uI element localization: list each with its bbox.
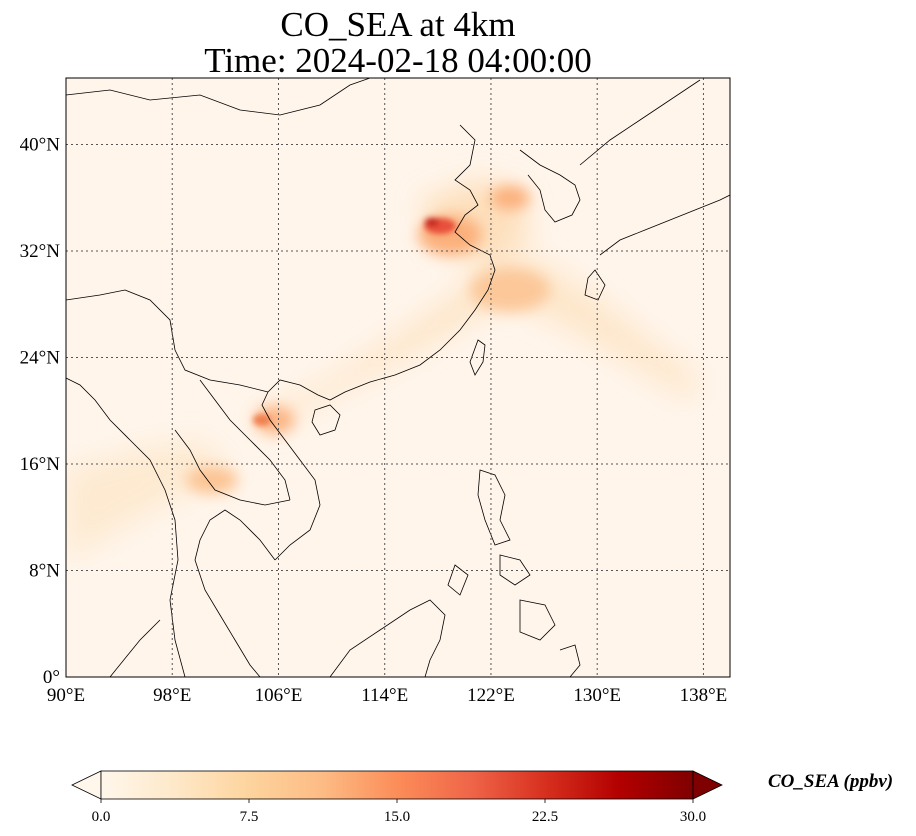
colorbar-gradient — [101, 771, 693, 799]
colorbar-tick-label: 15.0 — [384, 809, 410, 825]
hotspot-vietnam-outer — [255, 406, 295, 434]
colorbar-extend-high — [692, 770, 723, 800]
coast-myanmar — [66, 377, 186, 677]
coast-luzon — [477, 469, 511, 546]
coast-vietnam — [261, 391, 321, 561]
colorbar-tick-label: 0.0 — [92, 809, 111, 825]
coastlines — [66, 78, 730, 677]
lon-tick-label: 114°E — [361, 685, 408, 706]
coast-borneo — [329, 599, 446, 677]
colorbar-tick-label: 22.5 — [532, 809, 558, 825]
lon-tick-label: 106°E — [255, 685, 303, 706]
coast-japan-kyushu — [584, 269, 606, 301]
coast-korea — [519, 149, 581, 223]
border-mongolia — [66, 78, 371, 116]
lon-tick-label: 130°E — [573, 685, 621, 706]
lat-tick-label: 24°N — [20, 348, 61, 369]
colorbar: 0.0 7.5 15.0 22.5 30.0 — [71, 770, 723, 825]
hotspot-vietnam-core — [253, 414, 271, 426]
lon-tick-label: 98°E — [153, 685, 191, 706]
colorbar-tick-labels: 0.0 7.5 15.0 22.5 30.0 — [92, 799, 706, 825]
plume-bay-of-bengal — [66, 440, 230, 560]
lat-tick-label: 16°N — [20, 454, 61, 475]
map-frame — [65, 77, 731, 678]
hotspot-yangtze-outflow — [470, 268, 550, 312]
coast-mindanao — [519, 599, 556, 641]
coast-taiwan — [469, 339, 486, 376]
border-laos — [199, 379, 291, 501]
longitude-tick-labels: 90°E 98°E 106°E 114°E 122°E 130°E 138°E — [47, 685, 727, 706]
lon-tick-label: 138°E — [680, 685, 728, 706]
hotspot-thailand — [186, 466, 238, 494]
coast-japan-honshu — [599, 194, 730, 256]
colorbar-tick-label: 30.0 — [680, 809, 706, 825]
coast-gulf-of-thailand — [194, 509, 276, 677]
map-title-line-2: Time: 2024-02-18 04:00:00 — [204, 41, 592, 80]
lat-tick-label: 8°N — [29, 561, 60, 582]
gridlines — [66, 78, 730, 677]
colorbar-tick-label: 7.5 — [240, 809, 259, 825]
border-thailand — [174, 429, 291, 506]
hotspot-yellow-sea — [490, 186, 530, 210]
lat-tick-label: 0° — [43, 667, 60, 688]
coast-sulawesi — [559, 644, 581, 677]
colorbar-extend-low — [71, 770, 102, 800]
coast-sumatra — [109, 619, 161, 677]
coast-visayas — [499, 554, 531, 586]
coast-palawan — [447, 564, 469, 596]
coast-manchuria — [579, 79, 701, 166]
lon-tick-label: 122°E — [467, 685, 515, 706]
lat-tick-label: 32°N — [20, 241, 61, 262]
coast-hainan — [311, 404, 341, 436]
hotspot-shandong-peak — [425, 218, 439, 226]
latitude-tick-labels: 0° 8°N 16°N 24°N 32°N 40°N — [20, 135, 61, 688]
map-background — [66, 78, 730, 677]
lon-tick-label: 90°E — [47, 685, 85, 706]
colorbar-label: CO_SEA (ppbv) — [768, 771, 894, 792]
coast-china-mainland — [267, 124, 496, 401]
lat-tick-label: 40°N — [20, 135, 61, 156]
map-title-line-1: CO_SEA at 4km — [280, 5, 516, 44]
